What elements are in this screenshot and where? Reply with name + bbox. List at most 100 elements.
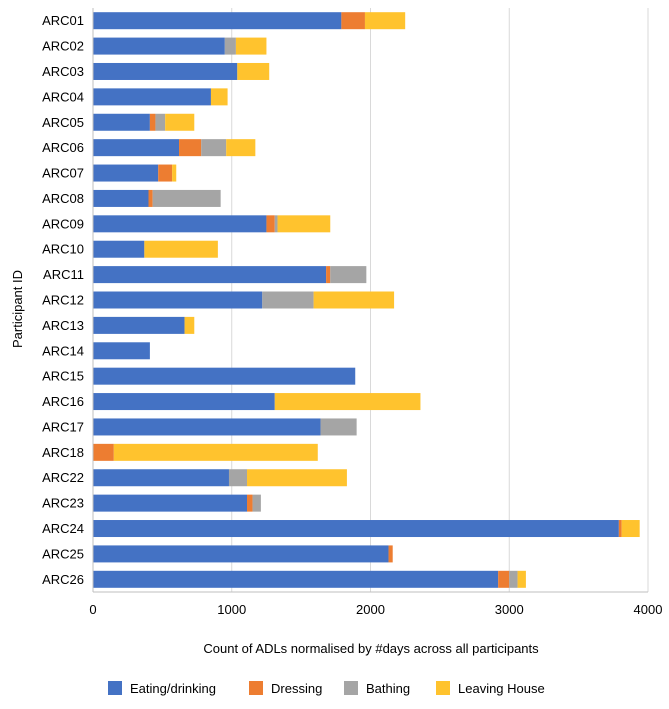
legend-item: Eating/drinking: [108, 681, 216, 696]
bar-arc08-eating-drinking: [93, 189, 149, 207]
bar-arc12-leaving-house: [313, 291, 395, 309]
legend-label: Eating/drinking: [130, 681, 216, 696]
bar-arc01-leaving-house: [364, 12, 406, 30]
y-tick-label: ARC17: [42, 419, 84, 434]
legend-label: Bathing: [366, 681, 410, 696]
bar-arc25-dressing: [388, 545, 393, 563]
bar-arc23-bathing: [252, 494, 261, 512]
bar-arc10-eating-drinking: [93, 240, 145, 258]
y-tick-label: ARC05: [42, 115, 84, 130]
bar-arc25-eating-drinking: [93, 545, 389, 563]
bar-arc05-bathing: [155, 113, 166, 131]
bar-arc23-dressing: [247, 494, 253, 512]
legend-label: Leaving House: [458, 681, 545, 696]
bar-arc17-eating-drinking: [93, 418, 321, 436]
bar-arc05-dressing: [149, 113, 156, 131]
legend-swatch: [249, 681, 263, 695]
bar-arc14-eating-drinking: [93, 342, 150, 360]
y-tick-label: ARC16: [42, 394, 84, 409]
bar-arc15-eating-drinking: [93, 367, 356, 385]
bar-arc07-dressing: [158, 164, 173, 182]
x-tick-label: 1000: [217, 602, 246, 617]
bar-arc08-bathing: [152, 189, 221, 207]
bar-arc03-eating-drinking: [93, 62, 238, 80]
bar-arc04-eating-drinking: [93, 88, 211, 106]
y-tick-label: ARC02: [42, 39, 84, 54]
bar-arc05-leaving-house: [165, 113, 195, 131]
bar-arc09-leaving-house: [277, 215, 331, 233]
bar-arc26-bathing: [509, 570, 518, 588]
bar-arc22-eating-drinking: [93, 469, 229, 487]
bar-arc23-eating-drinking: [93, 494, 248, 512]
bar-arc07-leaving-house: [172, 164, 177, 182]
bar-arc26-eating-drinking: [93, 570, 499, 588]
bar-arc09-bathing: [274, 215, 278, 233]
bar-arc10-leaving-house: [144, 240, 218, 258]
y-tick-label: ARC22: [42, 470, 84, 485]
legend-item: Dressing: [249, 681, 322, 696]
bar-arc01-dressing: [341, 12, 365, 30]
y-tick-label: ARC24: [42, 521, 84, 536]
bar-arc24-eating-drinking: [93, 520, 619, 538]
bar-arc22-leaving-house: [247, 469, 347, 487]
bar-arc01-eating-drinking: [93, 12, 342, 30]
bar-arc02-leaving-house: [235, 37, 267, 55]
bar-arc06-eating-drinking: [93, 139, 180, 157]
bar-arc24-dressing: [618, 520, 622, 538]
bar-arc09-eating-drinking: [93, 215, 267, 233]
bar-arc11-eating-drinking: [93, 266, 327, 284]
bar-arc18-leaving-house: [113, 443, 318, 461]
y-tick-label: ARC03: [42, 64, 84, 79]
bar-arc16-leaving-house: [274, 393, 421, 411]
bar-arc08-dressing: [148, 189, 153, 207]
bar-arc13-leaving-house: [184, 316, 195, 334]
bar-arc06-leaving-house: [226, 139, 256, 157]
bar-arc05-eating-drinking: [93, 113, 150, 131]
bar-arc04-leaving-house: [210, 88, 228, 106]
y-tick-label: ARC26: [42, 572, 84, 587]
legend-swatch: [436, 681, 450, 695]
bar-arc24-leaving-house: [621, 520, 640, 538]
legend-item: Leaving House: [436, 681, 545, 696]
y-tick-label: ARC15: [42, 369, 84, 384]
y-tick-label: ARC25: [42, 546, 84, 561]
y-tick-label: ARC11: [43, 267, 84, 282]
legend-label: Dressing: [271, 681, 322, 696]
y-tick-label: ARC10: [42, 242, 84, 257]
legend-swatch: [344, 681, 358, 695]
bar-arc18-dressing: [93, 443, 114, 461]
bar-arc07-eating-drinking: [93, 164, 159, 182]
bar-arc02-eating-drinking: [93, 37, 225, 55]
bar-arc17-bathing: [320, 418, 357, 436]
legend-swatch: [108, 681, 122, 695]
y-tick-label: ARC14: [42, 343, 84, 358]
bar-arc12-eating-drinking: [93, 291, 263, 309]
bar-arc02-bathing: [224, 37, 236, 55]
y-tick-label: ARC09: [42, 216, 84, 231]
bar-arc11-bathing: [330, 266, 367, 284]
legend: Eating/drinking Dressing Bathing Leaving Ho…: [108, 681, 545, 696]
y-axis-label: Participant ID: [10, 270, 25, 348]
y-tick-label: ARC07: [42, 166, 84, 181]
y-tick-label: ARC23: [42, 496, 84, 511]
y-tick-label: ARC04: [42, 89, 84, 104]
y-tick-label: ARC12: [42, 293, 84, 308]
bar-arc06-dressing: [179, 139, 202, 157]
y-tick-label: ARC18: [42, 445, 84, 460]
bar-arc16-eating-drinking: [93, 393, 275, 411]
bar-arc09-dressing: [266, 215, 275, 233]
y-tick-label: ARC01: [42, 13, 84, 28]
bar-arc11-dressing: [326, 266, 331, 284]
bar-arc06-bathing: [201, 139, 227, 157]
legend-item: Bathing: [344, 681, 410, 696]
x-tick-label: 4000: [634, 602, 663, 617]
x-tick-label: 2000: [356, 602, 385, 617]
bar-arc12-bathing: [262, 291, 314, 309]
y-tick-label: ARC08: [42, 191, 84, 206]
y-tick-label: ARC06: [42, 140, 84, 155]
bar-arc26-leaving-house: [517, 570, 526, 588]
x-tick-label: 0: [89, 602, 96, 617]
bars: [93, 12, 640, 588]
x-tick-label: 3000: [495, 602, 524, 617]
